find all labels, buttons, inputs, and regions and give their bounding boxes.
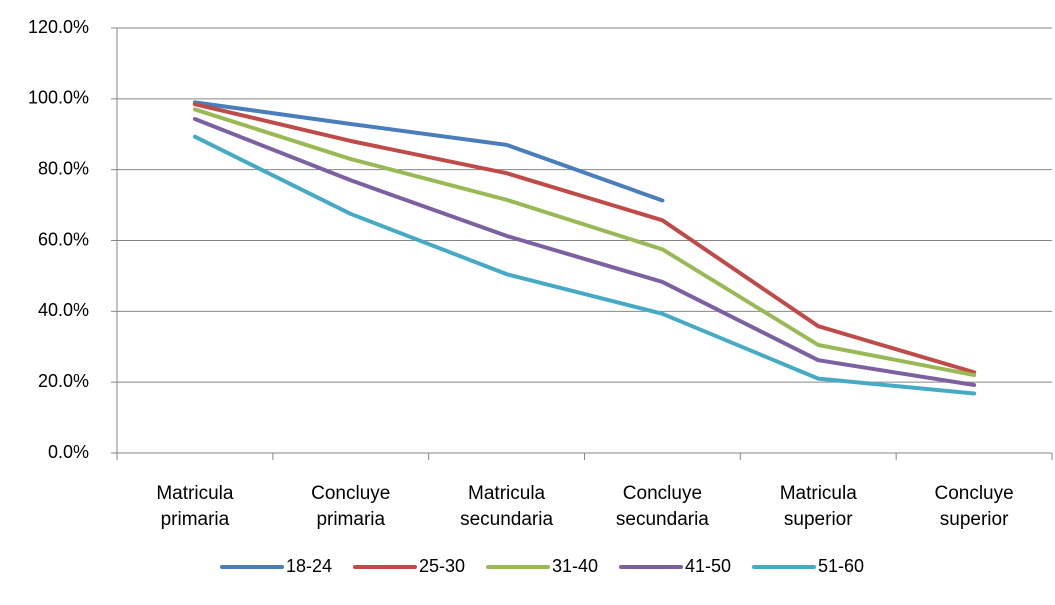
x-tick-label: Concluye secundaria — [615, 483, 709, 530]
series-line — [192, 100, 665, 203]
x-tick-label: Concluye primaria — [311, 483, 391, 530]
y-tick-label: 40.0% — [38, 300, 89, 320]
x-tick-label: Matricula superior — [779, 483, 857, 530]
y-tick-label: 100.0% — [28, 88, 89, 108]
y-tick-label: 20.0% — [38, 371, 89, 391]
series-line — [192, 102, 977, 375]
x-tick-label: Matricula primaria — [156, 483, 234, 530]
series-line — [192, 134, 977, 396]
y-tick-label: 60.0% — [38, 229, 89, 249]
legend-label: 31-40 — [552, 556, 598, 576]
legend-label: 41-50 — [685, 556, 731, 576]
legend-label: 51-60 — [818, 556, 864, 576]
series-line — [192, 107, 977, 378]
legend-label: 18-24 — [286, 556, 332, 576]
y-tick-label: 120.0% — [28, 17, 89, 37]
y-tick-label: 80.0% — [38, 158, 89, 178]
series-line — [192, 117, 977, 387]
x-tick-label: Concluye superior — [934, 483, 1014, 530]
y-tick-label: 0.0% — [48, 442, 89, 462]
legend-label: 25-30 — [419, 556, 465, 576]
x-tick-label: Matricula secundaria — [460, 483, 554, 530]
